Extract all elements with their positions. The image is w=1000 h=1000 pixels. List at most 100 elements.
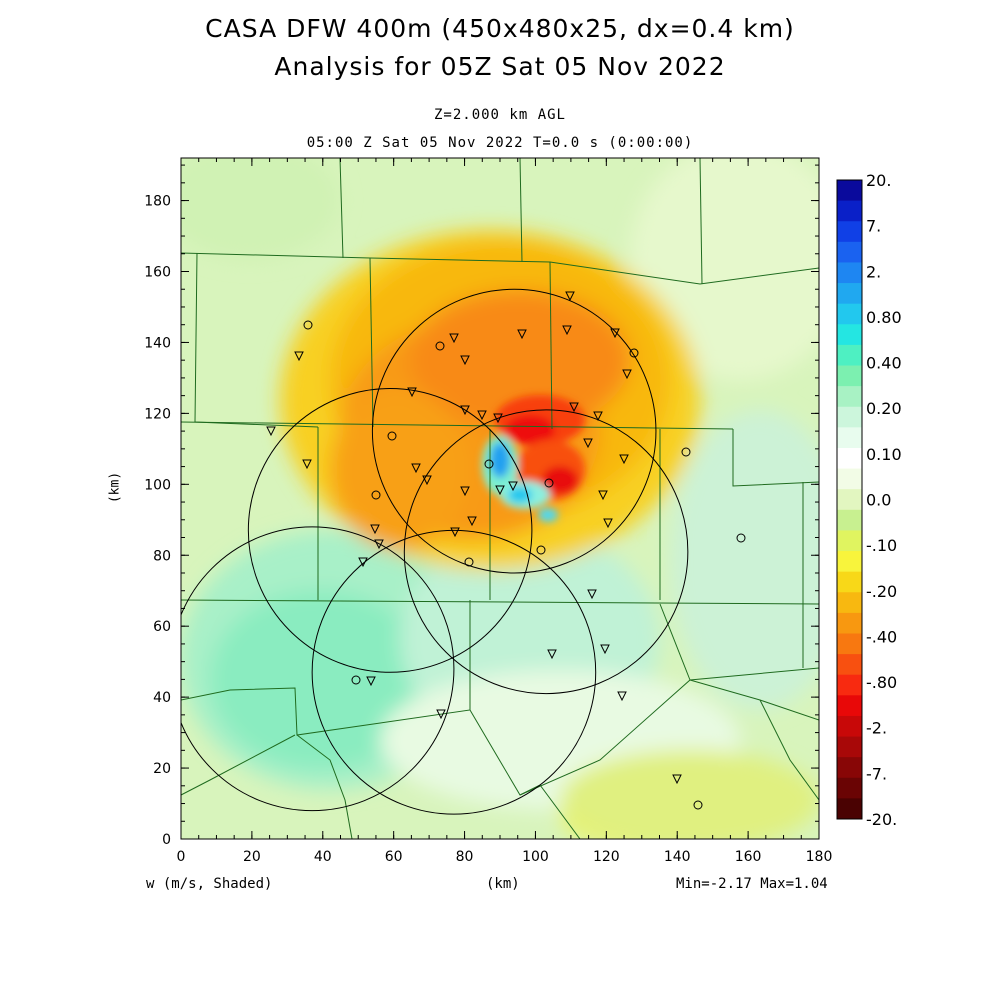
station-triangle	[436, 709, 446, 720]
station-marker	[387, 431, 397, 441]
y-tick-label: 100	[144, 477, 171, 493]
station-marker	[536, 545, 546, 555]
colorbar-swatch	[837, 571, 862, 593]
colorbar-swatch	[837, 180, 862, 202]
colorbar-swatch	[837, 468, 862, 490]
colorbar-swatch	[837, 551, 862, 573]
colorbar-swatch	[837, 241, 862, 263]
colorbar-label: -20.	[866, 810, 897, 829]
minmax-label: Min=-2.17 Max=1.04	[676, 876, 828, 892]
colorbar-swatch	[837, 674, 862, 696]
station-marker	[544, 478, 554, 488]
station-triangle	[610, 328, 620, 339]
time-subtitle: 05:00 Z Sat 05 Nov 2022 T=0.0 s (0:00:00…	[306, 135, 694, 151]
station-triangle	[619, 454, 629, 465]
y-tick-label: 160	[144, 265, 171, 281]
x-tick-label: 20	[243, 849, 261, 865]
station-triangle	[266, 426, 276, 437]
variable-label: w (m/s, Shaded)	[146, 876, 273, 892]
station-triangle	[603, 518, 613, 529]
station-marker	[303, 320, 313, 330]
colorbar-label: -.10	[866, 536, 897, 555]
station-triangle	[517, 329, 527, 340]
colorbar-swatch	[837, 427, 862, 449]
station-triangle	[672, 774, 682, 785]
station-triangle	[477, 410, 487, 421]
y-tick-label: 40	[153, 690, 171, 706]
colorbar-label: -.20	[866, 582, 897, 601]
shaded-field	[181, 158, 819, 839]
axis-ticks: 0 20 40 60 80 100 120 140 160 180 0 20 40 60 80 100 120 1…	[144, 158, 832, 865]
x-tick-label: 140	[664, 849, 691, 865]
colorbar-swatch	[837, 736, 862, 758]
y-tick-label: 60	[153, 619, 171, 635]
x-tick-label: 40	[314, 849, 332, 865]
range-ring	[371, 288, 657, 574]
station-marker	[371, 490, 381, 500]
colorbar-swatch	[837, 592, 862, 614]
colorbar-label: 0.0	[866, 491, 891, 510]
colorbar-swatch	[837, 757, 862, 779]
station-markers	[266, 291, 746, 810]
station-triangle	[587, 589, 597, 600]
y-tick-label: 180	[144, 194, 171, 210]
station-triangle	[565, 291, 575, 302]
colorbar-label: 0.20	[866, 399, 902, 418]
colorbar-label: -7.	[866, 764, 887, 783]
colorbar-label: -.80	[866, 673, 897, 692]
colorbar-label: 2.	[866, 262, 881, 281]
station-triangle	[583, 438, 593, 449]
station-triangle	[302, 459, 312, 470]
station-triangle	[467, 516, 477, 527]
colorbar-swatch	[837, 283, 862, 305]
station-triangle	[495, 485, 505, 496]
station-triangle	[569, 402, 579, 413]
x-tick-label: 0	[177, 849, 186, 865]
colorbar-swatch	[837, 489, 862, 511]
colorbar-swatch	[837, 509, 862, 531]
colorbar-swatch	[837, 654, 862, 676]
colorbar-swatch	[837, 344, 862, 367]
x-tick-label: 120	[593, 849, 620, 865]
station-triangle	[598, 490, 608, 501]
colorbar-swatch	[837, 303, 862, 325]
range-ring	[247, 388, 533, 673]
colorbar-label: -.40	[866, 627, 897, 646]
colorbar-swatch	[837, 262, 862, 284]
x-tick-label: 60	[385, 849, 403, 865]
y-tick-label: 20	[153, 761, 171, 777]
colorbar-frame	[836, 179, 863, 820]
colorbar-swatch	[837, 221, 862, 243]
station-triangle	[407, 387, 417, 398]
y-tick-label: 140	[144, 335, 171, 351]
colorbar-swatch	[837, 386, 862, 408]
station-triangle	[593, 411, 603, 422]
station-triangle	[547, 649, 557, 660]
colorbar-label: 0.40	[866, 354, 902, 373]
station-marker	[435, 341, 445, 351]
title-line-1: CASA DFW 400m (450x480x25, dx=0.4 km)	[205, 14, 795, 43]
colorbar-label: 0.10	[866, 445, 902, 464]
station-triangle	[450, 527, 460, 538]
range-ring	[181, 526, 455, 812]
colorbar-swatch	[837, 447, 862, 470]
station-triangle	[358, 557, 368, 568]
station-triangle	[374, 539, 384, 550]
y-tick-label: 80	[153, 548, 171, 564]
x-tick-label: 100	[522, 849, 549, 865]
colorbar-swatch	[837, 612, 862, 634]
colorbar-swatch	[837, 798, 862, 820]
x-tick-label: 180	[806, 849, 833, 865]
station-triangle	[460, 355, 470, 366]
colorbar-swatch	[837, 365, 862, 387]
station-triangle	[493, 413, 503, 424]
y-tick-label: 0	[162, 832, 171, 848]
station-triangle	[562, 325, 572, 336]
colorbar-swatch	[837, 715, 862, 738]
colorbar-swatch	[837, 530, 862, 552]
station-triangle	[411, 463, 421, 474]
station-triangle	[366, 676, 376, 687]
station-triangle	[600, 644, 610, 655]
title-line-2: Analysis for 05Z Sat 05 Nov 2022	[274, 52, 726, 81]
